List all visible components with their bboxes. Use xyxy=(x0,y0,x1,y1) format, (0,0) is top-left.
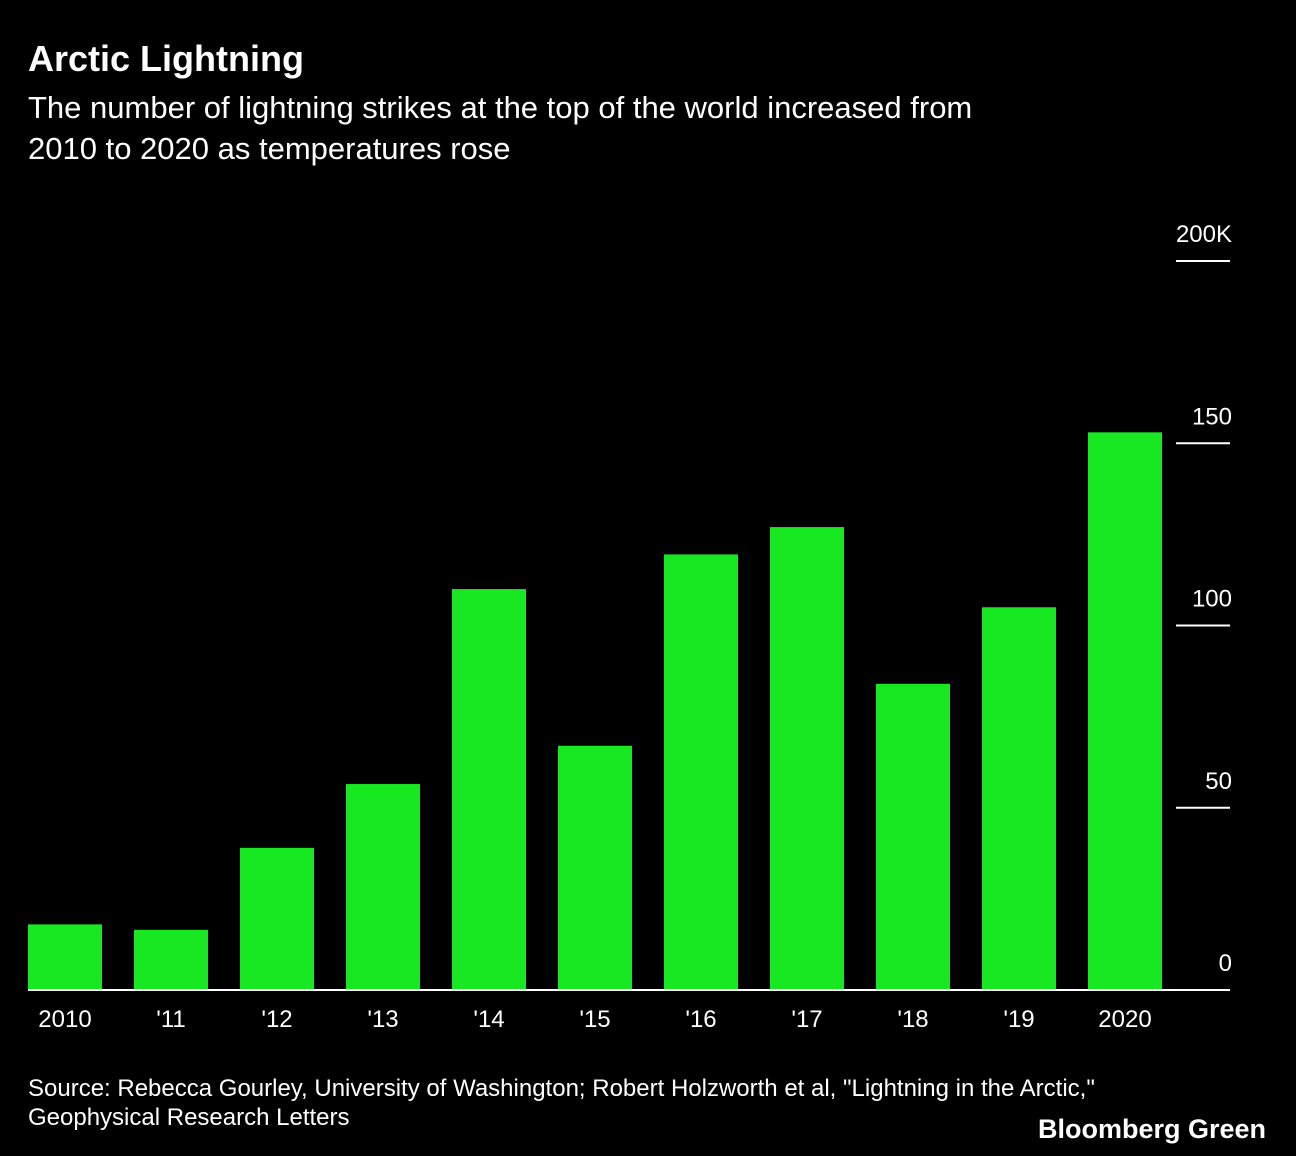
bar xyxy=(770,527,844,990)
source: Geophysical Research Letters xyxy=(28,1104,350,1131)
chart-subtitle: The number of lightning strikes at the t… xyxy=(28,90,972,125)
x-tick-label: '13 xyxy=(367,1006,398,1033)
x-tick-label: '17 xyxy=(791,1006,822,1033)
x-tick-label: 2020 xyxy=(1098,1006,1151,1033)
x-tick-label: '16 xyxy=(685,1006,716,1033)
x-tick-label: '12 xyxy=(261,1006,292,1033)
bar xyxy=(240,847,314,990)
x-tick-label: '11 xyxy=(156,1006,186,1033)
source: Source: Rebecca Gourley, University of W… xyxy=(28,1075,1095,1102)
bar xyxy=(452,589,526,990)
y-tick-label: 100 xyxy=(1192,586,1232,613)
y-tick-label: 50 xyxy=(1205,768,1232,795)
y-tick-label: 150 xyxy=(1192,403,1232,430)
bar xyxy=(346,784,420,990)
chart-title: Arctic Lightning xyxy=(28,38,304,79)
y-tick-label: 0 xyxy=(1219,950,1232,977)
branding: Bloomberg Green xyxy=(1038,1114,1266,1144)
bar xyxy=(876,683,950,990)
bar xyxy=(134,929,208,990)
y-tick-label: 200K xyxy=(1176,221,1232,248)
bar xyxy=(1088,432,1162,990)
chart-subtitle: 2010 to 2020 as temperatures rose xyxy=(28,131,511,166)
bar xyxy=(28,924,102,990)
x-tick-label: 2010 xyxy=(38,1006,91,1033)
bar xyxy=(558,745,632,990)
x-tick-label: '19 xyxy=(1003,1006,1034,1033)
x-tick-label: '18 xyxy=(897,1006,928,1033)
bar xyxy=(664,554,738,990)
x-tick-label: '15 xyxy=(579,1006,610,1033)
x-tick-label: '14 xyxy=(473,1006,504,1033)
bar xyxy=(982,607,1056,990)
